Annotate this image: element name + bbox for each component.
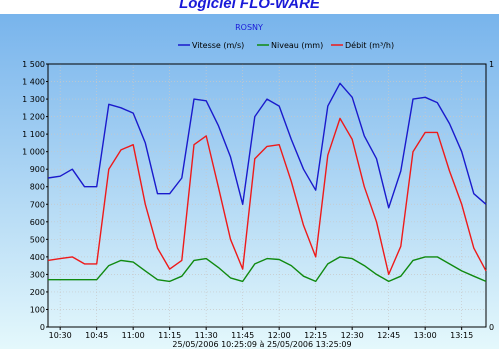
y-tick-label: 0 bbox=[40, 323, 45, 332]
x-tick-label: 12:00 bbox=[268, 331, 291, 340]
series-layer bbox=[47, 82, 487, 283]
chart-background bbox=[0, 14, 499, 349]
y2-axis: 01 bbox=[489, 60, 494, 332]
legend-label: Vitesse (m/s) bbox=[192, 41, 244, 50]
y-tick-label: 1 400 bbox=[22, 78, 45, 87]
plot-frame bbox=[47, 63, 487, 328]
y-tick-label: 900 bbox=[30, 165, 45, 174]
x-tick-label: 10:30 bbox=[49, 331, 72, 340]
y-tick-label: 1 100 bbox=[22, 130, 45, 139]
y-tick-label: 1 300 bbox=[22, 95, 45, 104]
legend-label: Débit (m³/h) bbox=[345, 40, 394, 50]
y2-tick-label: 0 bbox=[489, 323, 494, 332]
y-tick-label: 400 bbox=[30, 253, 45, 262]
series-line-0 bbox=[47, 82, 487, 209]
y-tick-label: 500 bbox=[30, 235, 45, 244]
chart-title: ROSNY bbox=[235, 23, 263, 32]
y2-tick-label: 1 bbox=[489, 60, 494, 69]
x-tick-label: 11:30 bbox=[195, 331, 218, 340]
x-tick-label: 11:15 bbox=[158, 331, 181, 340]
y-tick-label: 300 bbox=[30, 270, 45, 279]
series-line-2 bbox=[47, 117, 487, 276]
y-tick-label: 1 200 bbox=[22, 113, 45, 122]
x-axis: 10:30 10:45 11:00 11:15 11:30 11:45 12:00 12:15… bbox=[49, 327, 473, 340]
series-line-1 bbox=[48, 256, 487, 283]
legend-label: Niveau (mm) bbox=[271, 41, 323, 50]
y-tick-label: 1 000 bbox=[22, 148, 45, 157]
x-tick-label: 11:45 bbox=[231, 331, 254, 340]
y-tick-label: 800 bbox=[30, 183, 45, 192]
x-tick-label: 13:00 bbox=[414, 331, 437, 340]
time-range-label: 25/05/2006 10:25:09 à 25/05/2006 13:25:0… bbox=[172, 340, 351, 349]
x-tick-label: 10:45 bbox=[85, 331, 108, 340]
app-title: Logiciel FLO-WARE bbox=[0, 0, 499, 15]
y-tick-label: 600 bbox=[30, 218, 45, 227]
x-tick-label: 12:30 bbox=[341, 331, 364, 340]
y-tick-label: 1 500 bbox=[22, 60, 45, 69]
y-axis: 0 100 200 300 400 500 600 700 800 900 1 000 1 100 1 … bbox=[22, 60, 48, 332]
y-tick-label: 700 bbox=[30, 200, 45, 209]
x-tick-label: 12:15 bbox=[304, 331, 327, 340]
x-tick-label: 12:45 bbox=[377, 331, 400, 340]
y-tick-label: 200 bbox=[30, 288, 45, 297]
legend: Vitesse (m/s) Niveau (mm) Débit (m³/h) bbox=[178, 40, 394, 50]
chart: ROSNY Vitesse (m/s) Niveau (mm) Débit (m³/… bbox=[0, 14, 499, 349]
x-tick-label: 13:15 bbox=[450, 331, 473, 340]
x-tick-label: 11:00 bbox=[122, 331, 145, 340]
y-tick-label: 100 bbox=[30, 305, 45, 314]
